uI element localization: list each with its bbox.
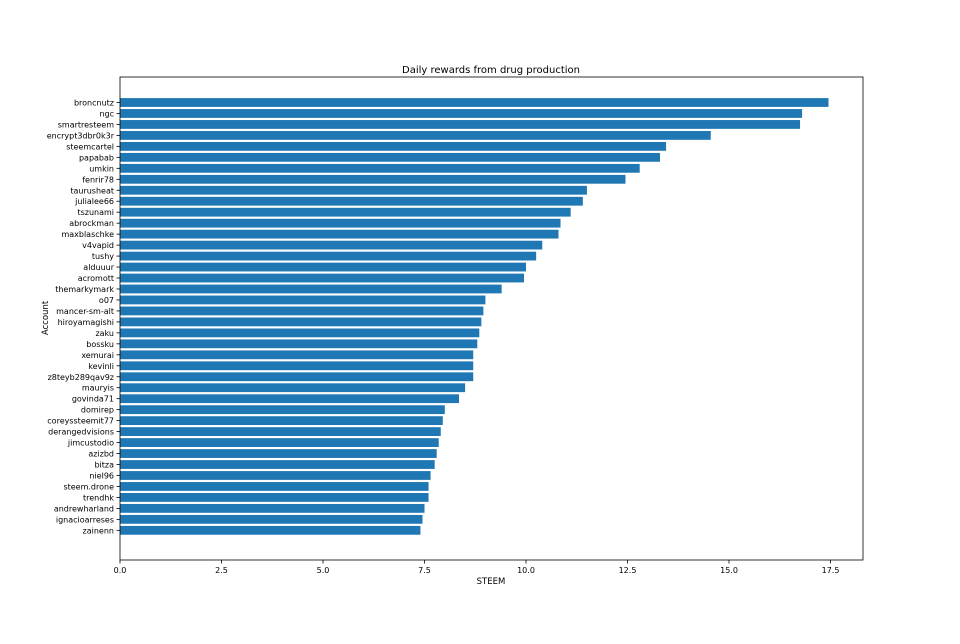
x-tick-label: 15.0 <box>720 566 738 575</box>
bar-ignacioarreses <box>120 514 423 524</box>
x-axis-label: STEEM <box>477 577 506 587</box>
y-tick-label: acromott <box>78 274 114 283</box>
y-tick-label: trendhk <box>83 493 114 502</box>
bar-coreyssteemit77 <box>120 416 443 426</box>
bar-kevinli <box>120 361 474 371</box>
bar-v4vapid <box>120 240 543 250</box>
bar-mancer-sm-alt <box>120 306 484 316</box>
bar-fenrir78 <box>120 174 626 184</box>
bar-alduuur <box>120 262 527 272</box>
bar-julialee66 <box>120 196 583 206</box>
y-tick-label: mancer-sm-alt <box>56 307 114 316</box>
y-tick-label: alduuur <box>83 263 114 272</box>
bar-taurusheat <box>120 185 587 195</box>
y-tick-label: mauryis <box>82 384 114 393</box>
y-tick-label: themarkymark <box>55 285 114 294</box>
bar-xemurai <box>120 350 474 360</box>
y-tick-label: bitza <box>94 461 114 470</box>
y-tick-label: abrockman <box>69 219 114 228</box>
x-tick-label: 2.5 <box>215 566 228 575</box>
y-axis-label: Account <box>41 300 51 335</box>
x-tick-label: 5.0 <box>317 566 330 575</box>
y-tick-label: jimcustodio <box>67 439 114 448</box>
bar-umkin <box>120 163 640 173</box>
y-tick-label: smartresteem <box>58 120 114 129</box>
x-tick-label: 7.5 <box>418 566 431 575</box>
y-tick-label: niel96 <box>89 471 114 480</box>
y-tick-label: v4vapid <box>82 241 114 250</box>
y-tick-label: ignacioarreses <box>56 515 114 524</box>
y-tick-label: azizbd <box>88 450 114 459</box>
bar-tushy <box>120 251 537 261</box>
y-tick-label: julialee66 <box>74 197 114 206</box>
bar-andrewharland <box>120 503 425 513</box>
bar-bossku <box>120 339 478 349</box>
y-tick-label: derangedvisions <box>48 428 114 437</box>
bar-trendhk <box>120 493 429 502</box>
bar-broncnutz <box>120 98 829 107</box>
bar-azizbd <box>120 449 437 458</box>
x-axis-ticks: 0.0 2.5 5.0 7.5 10.0 12.5 15.0 17.5 <box>114 560 840 575</box>
y-tick-label: umkin <box>89 164 114 173</box>
bar-encrypt3dbr0k3r <box>120 131 711 140</box>
bar-smartresteem <box>120 120 801 129</box>
y-tick-label: coreyssteemit77 <box>47 417 114 426</box>
bar-bitza <box>120 460 435 469</box>
y-tick-label: fenrir78 <box>82 175 114 184</box>
bar-ngc <box>120 109 803 118</box>
bar-zaku <box>120 328 480 338</box>
chart-title: Daily rewards from drug production <box>402 65 580 76</box>
y-tick-label: steem.drone <box>63 482 114 491</box>
y-tick-label: bossku <box>86 340 114 349</box>
y-tick-label: xemurai <box>81 351 114 360</box>
y-tick-label: hiroyamagishi <box>58 318 114 327</box>
y-tick-label: o07 <box>99 296 114 305</box>
bar-acromott <box>120 273 524 283</box>
y-tick-label: tushy <box>92 252 114 261</box>
bar-themarkymark <box>120 284 502 294</box>
bars-group <box>120 98 829 535</box>
y-tick-label: steemcartel <box>66 142 114 151</box>
y-tick-label: maxblaschke <box>61 230 114 239</box>
y-tick-label: tszunami <box>77 208 114 217</box>
bar-hiroyamagishi <box>120 317 482 327</box>
bar-derangedvisions <box>120 427 441 436</box>
bar-z8teyb289qav9z <box>120 372 474 382</box>
bar-zainenn <box>120 525 421 535</box>
bar-abrockman <box>120 218 561 228</box>
y-tick-label: broncnutz <box>74 99 114 108</box>
x-tick-label: 10.0 <box>517 566 535 575</box>
bar-jimcustodio <box>120 438 439 447</box>
bar-niel96 <box>120 471 431 480</box>
y-tick-label: zaku <box>95 329 114 338</box>
plot-frame <box>119 76 864 561</box>
bar-tszunami <box>120 207 571 217</box>
x-tick-label: 12.5 <box>619 566 637 575</box>
y-tick-label: kevinli <box>88 362 114 371</box>
bar-papabab <box>120 152 660 162</box>
bar-steemcartel <box>120 141 667 151</box>
x-tick-label: 0.0 <box>114 566 127 575</box>
y-tick-label: taurusheat <box>70 186 114 195</box>
bar-steem.drone <box>120 482 429 491</box>
y-tick-label: ngc <box>99 109 114 118</box>
bar-o07 <box>120 295 486 305</box>
y-tick-label: encrypt3dbr0k3r <box>47 131 115 140</box>
y-tick-label: zainenn <box>83 526 114 535</box>
bar-maxblaschke <box>120 229 559 239</box>
bar-govinda71 <box>120 394 460 404</box>
x-tick-label: 17.5 <box>822 566 840 575</box>
y-tick-label: andrewharland <box>54 504 114 513</box>
y-tick-label: domirep <box>81 406 114 415</box>
y-tick-label: papabab <box>79 153 114 162</box>
bar-mauryis <box>120 383 466 393</box>
y-tick-label: govinda71 <box>72 395 114 404</box>
bar-domirep <box>120 405 445 415</box>
y-tick-label: z8teyb289qav9z <box>48 373 114 382</box>
